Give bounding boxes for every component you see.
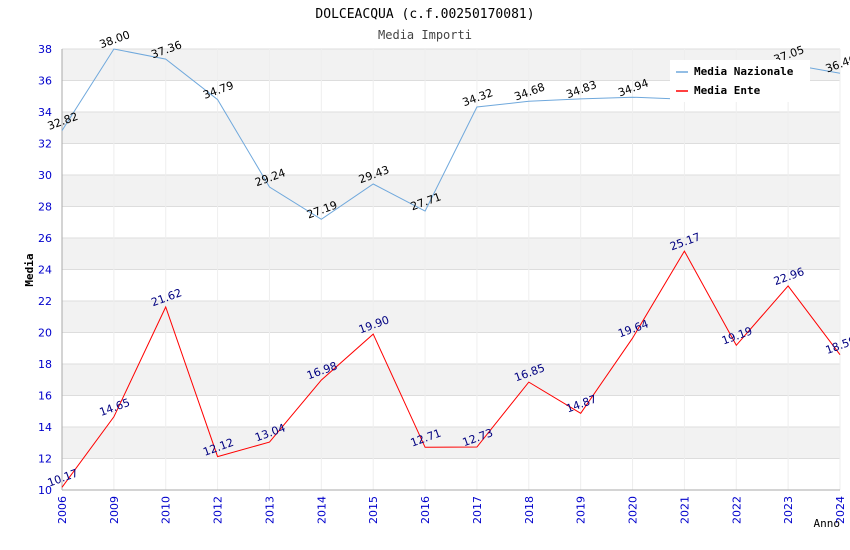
x-tick-label: 2017	[471, 496, 484, 524]
x-tick-label: 2013	[263, 496, 276, 524]
y-tick-label: 32	[38, 138, 52, 151]
x-tick-label: 2009	[108, 496, 121, 524]
y-tick-label: 10	[38, 484, 52, 497]
y-tick-label: 38	[38, 43, 52, 56]
x-tick-labels: 2006 2009 2010 2012 2013 2014 2015 2016 2017 2018…	[56, 496, 847, 524]
x-tick-label: 2020	[627, 496, 640, 524]
x-tick-label: 2022	[730, 496, 743, 524]
background-bands	[62, 49, 840, 459]
grid-band	[62, 238, 840, 270]
legend-label-ente: Media Ente	[694, 84, 761, 97]
x-tick-label: 2010	[160, 496, 173, 524]
data-label: 38.00	[98, 28, 132, 51]
series-line-media-ente	[61, 250, 841, 488]
x-tick-label: 2015	[367, 496, 380, 524]
data-label: 34.79	[201, 79, 235, 102]
y-tick-label: 36	[38, 75, 52, 88]
grid-band	[62, 175, 840, 207]
x-tick-label: 2012	[212, 496, 225, 524]
x-tick-label: 2021	[678, 496, 691, 524]
chart-subtitle: Media Importi	[378, 28, 472, 42]
legend: Media Nazionale Media Ente	[670, 60, 810, 102]
data-label: 34.68	[513, 81, 547, 104]
data-label: 18.59	[824, 334, 850, 357]
x-tick-label: 2024	[834, 496, 847, 524]
y-axis-label: Media	[23, 253, 36, 286]
data-label: 34.83	[564, 78, 598, 101]
y-tick-label: 12	[38, 453, 52, 466]
grid-band	[62, 427, 840, 459]
grid-band	[62, 301, 840, 333]
y-tick-label: 14	[38, 421, 52, 434]
y-tick-label: 26	[38, 232, 52, 245]
legend-box	[670, 60, 810, 102]
x-tick-label: 2014	[315, 496, 328, 524]
y-tick-label: 16	[38, 390, 52, 403]
y-tick-label: 30	[38, 169, 52, 182]
x-tick-label: 2016	[419, 496, 432, 524]
grid-band	[62, 364, 840, 396]
axes	[61, 49, 840, 491]
gridlines	[61, 48, 841, 491]
y-tick-label: 20	[38, 327, 52, 340]
grid-band	[62, 112, 840, 144]
y-tick-label: 22	[38, 295, 52, 308]
y-tick-labels: 10 12 14 16 18 20 22 24 26 28 30 32 34 36 38	[38, 43, 52, 497]
y-tick-label: 24	[38, 264, 52, 277]
x-tick-label: 2023	[782, 496, 795, 524]
y-tick-label: 34	[38, 106, 52, 119]
y-tick-label: 28	[38, 201, 52, 214]
x-tick-label: 2006	[56, 496, 69, 524]
x-axis-label: Anno	[814, 517, 841, 530]
x-tick-label: 2018	[523, 496, 536, 524]
chart-title: DOLCEACQUA (c.f.00250170081)	[315, 7, 534, 22]
y-tick-label: 18	[38, 358, 52, 371]
x-tick-label: 2019	[575, 496, 588, 524]
legend-label-nazionale: Media Nazionale	[694, 65, 794, 78]
